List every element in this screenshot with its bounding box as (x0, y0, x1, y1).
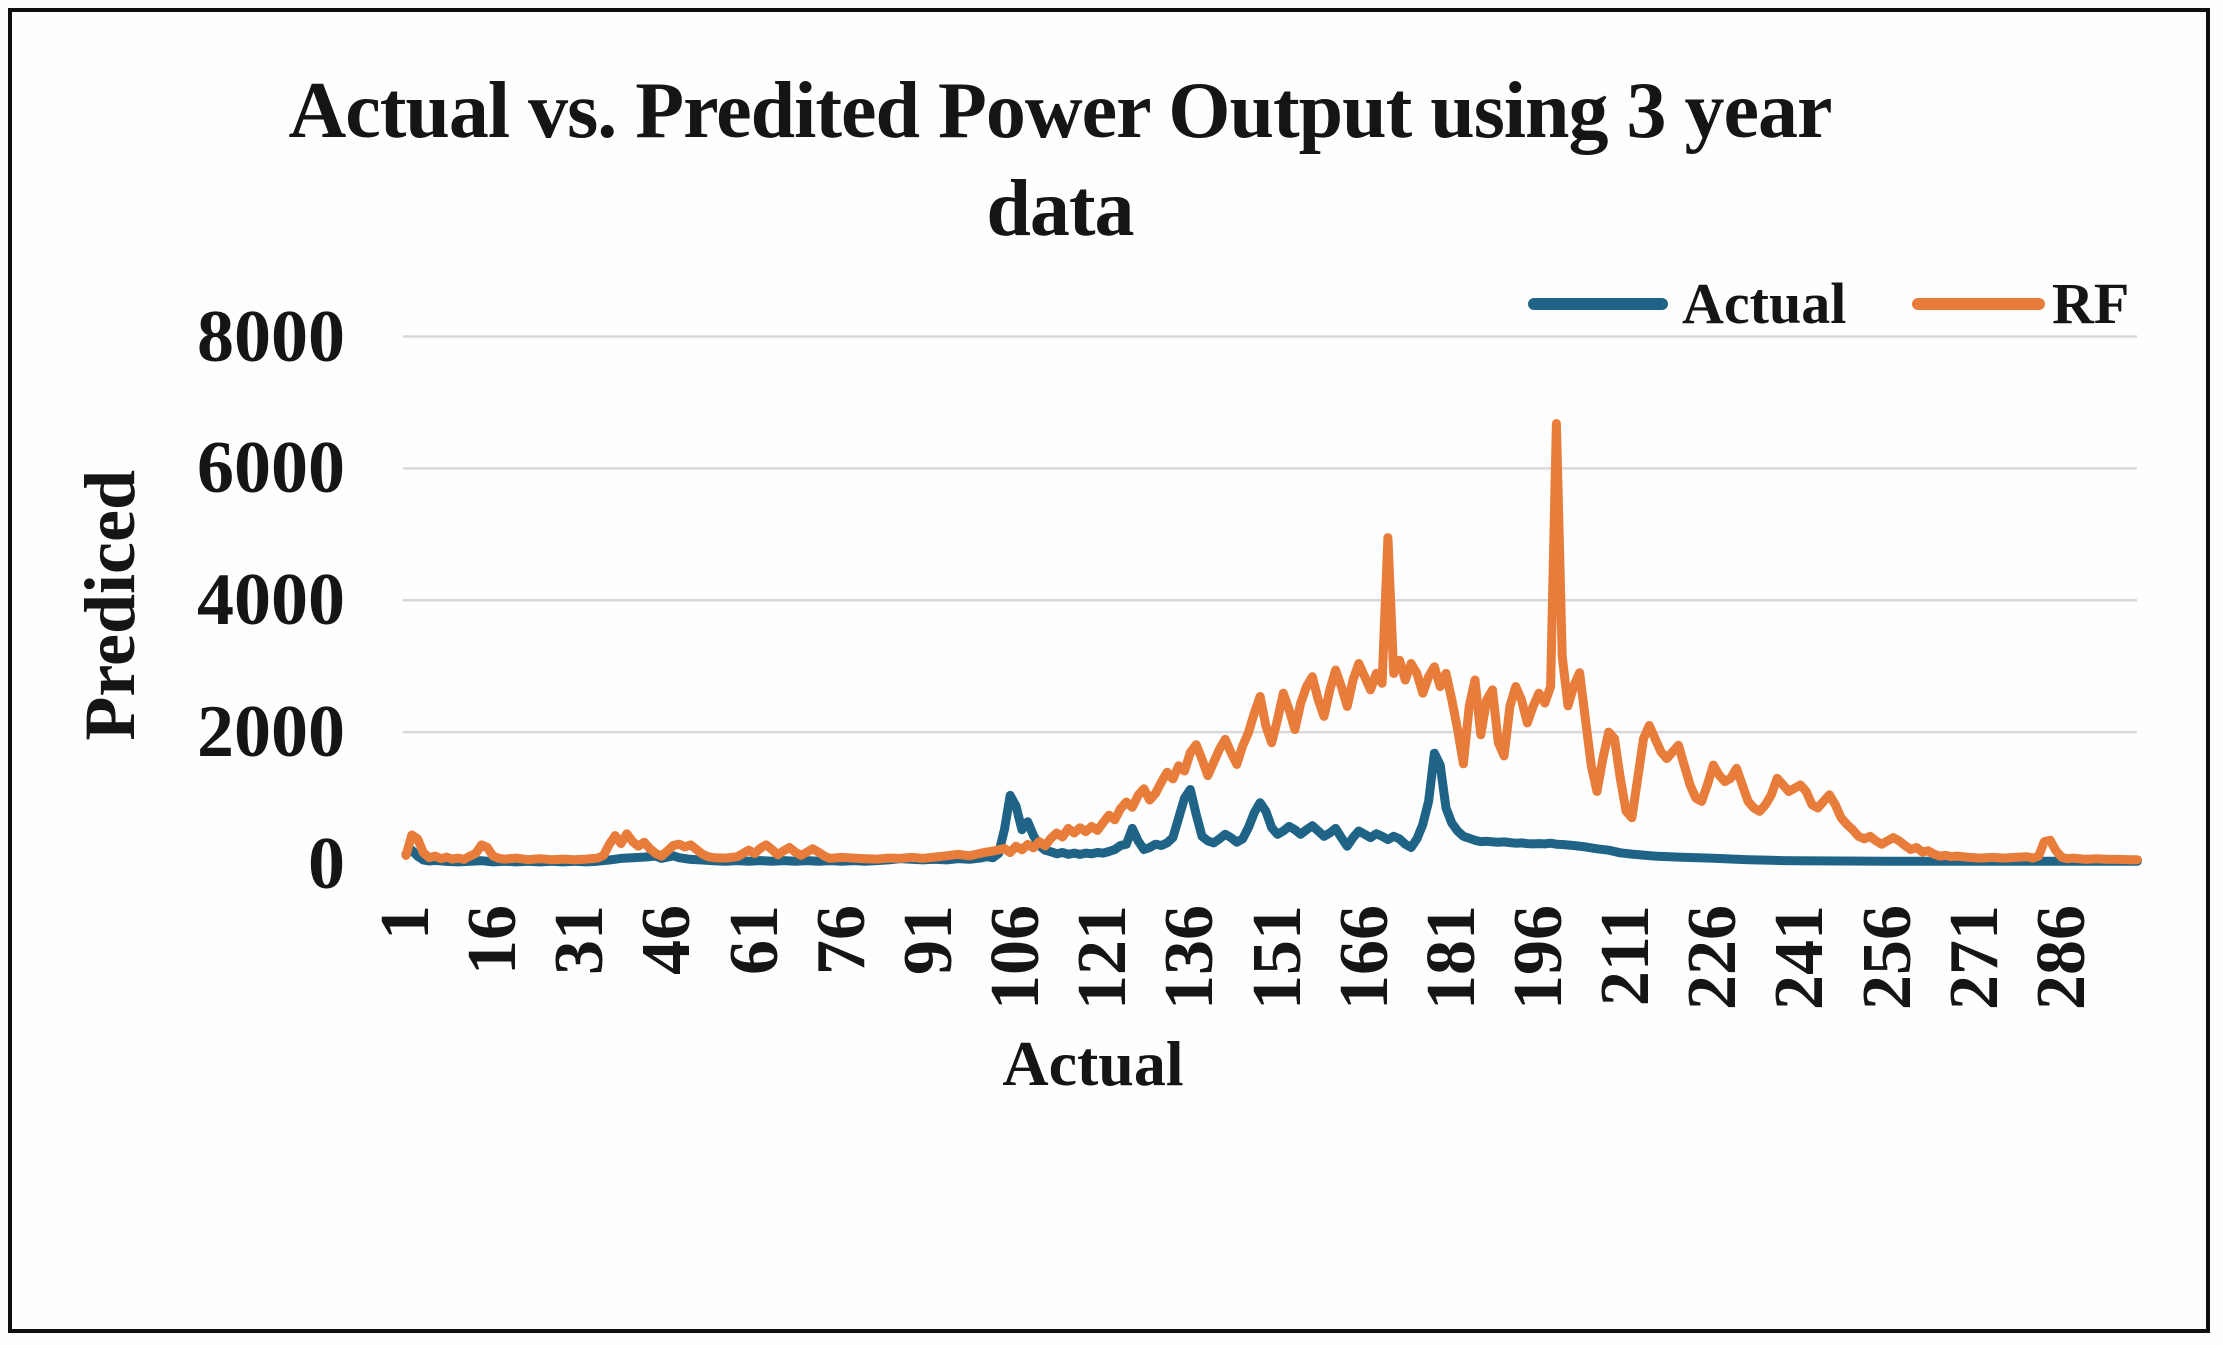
y-tick-label: 4000 (197, 559, 345, 642)
x-tick-label: 16 (454, 905, 532, 975)
x-tick-label: 226 (1674, 905, 1752, 1010)
x-tick-label: 286 (2022, 905, 2100, 1010)
y-tick-label: 2000 (197, 691, 345, 774)
x-tick-label: 121 (1064, 905, 1142, 1010)
legend-label-rf: RF (2052, 271, 2130, 336)
chart-frame (8, 8, 2210, 1333)
chart-title: Actual vs. Predited Power Output using 3… (0, 62, 2120, 258)
x-tick-label: 256 (1848, 905, 1926, 1010)
x-tick-label: 106 (977, 905, 1055, 1010)
y-tick-label: 6000 (197, 427, 345, 510)
series-line-rf (401, 419, 2142, 865)
chart-title-line2: data (986, 165, 1134, 253)
y-tick-label: 0 (308, 823, 345, 905)
legend-swatch-rf (1912, 298, 2045, 310)
x-tick-label: 61 (715, 905, 793, 975)
x-tick-label: 271 (1935, 905, 2013, 1010)
x-tick-label: 136 (1151, 905, 1229, 1010)
legend-swatch-actual (1528, 298, 1668, 310)
x-tick-label: 196 (1499, 905, 1577, 1010)
x-tick-label: 46 (628, 905, 706, 975)
x-tick-label: 76 (802, 905, 880, 975)
x-axis-title: Actual (1002, 1028, 1184, 1099)
x-tick-label: 241 (1761, 905, 1839, 1010)
y-tick-label: 8000 (197, 295, 345, 378)
chart-title-line1: Actual vs. Predited Power Output using 3… (288, 67, 1832, 155)
x-tick-label: 181 (1412, 905, 1490, 1010)
x-tick-label: 166 (1325, 905, 1403, 1010)
legend-label-actual: Actual (1682, 271, 1847, 336)
x-tick-label: 91 (889, 905, 967, 975)
x-tick-label: 1 (367, 905, 444, 940)
x-tick-label: 151 (1238, 905, 1316, 1010)
x-tick-label: 211 (1587, 905, 1665, 1007)
x-tick-label: 31 (541, 905, 619, 975)
